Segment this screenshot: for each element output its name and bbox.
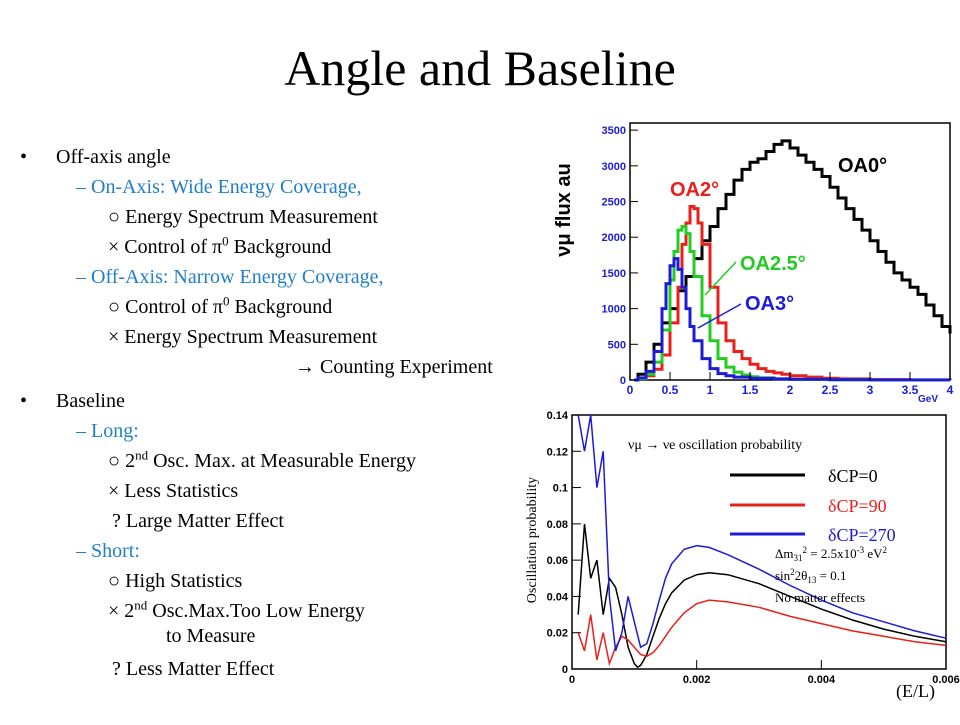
dash: –	[76, 266, 91, 288]
flux-chart: 0 500 1000 1500 2000 2500 3000 3500 0 0.5 1 1.5 2 2.5…	[550, 110, 960, 410]
osc-y-tick-label: 0.06	[547, 555, 568, 567]
onaxis-item-1: ○ Energy Spectrum Measurement	[108, 206, 378, 228]
osc-y-tick-label: 0.08	[547, 519, 568, 531]
legend-cp0: δCP=0	[828, 466, 878, 486]
sub-short: – Short:	[76, 539, 140, 563]
osc-legend-title: νμ → νe oscillation probability	[628, 438, 802, 453]
short-item-1: ○ High Statistics	[108, 570, 243, 592]
flux-y-tick-label: 500	[608, 339, 626, 351]
flux-chart-svg: 0 500 1000 1500 2000 2500 3000 3500 0 0.5 1 1.5 2 2.5…	[553, 122, 954, 405]
flux-y-tick-label: 3000	[602, 161, 626, 173]
sub-onaxis-label: On-Axis: Wide Energy Coverage,	[91, 176, 362, 198]
sub-short-label: Short:	[91, 540, 140, 562]
osc-series-line	[577, 414, 947, 652]
bullet-baseline: • Baseline	[20, 389, 125, 413]
osc-x-axis-label: (E/L)	[896, 681, 935, 702]
flux-x-tick-label: 0	[627, 383, 634, 397]
slide-title: Angle and Baseline	[284, 40, 676, 96]
legend-oa25: OA2.5°	[740, 253, 806, 275]
osc-chart-svg: 0 0.02 0.04 0.06 0.08 0.1 0.12 0.14 0 0.002 0.004 0…	[525, 410, 960, 702]
legend-oa2: OA2°	[670, 179, 719, 201]
flux-series-line	[634, 257, 952, 382]
sub-offaxis-label: Off-Axis: Narrow Energy Coverage,	[91, 266, 384, 288]
osc-x-tick-label: 0.002	[683, 674, 711, 686]
oa3-pointer	[697, 303, 742, 329]
osc-y-tick-label: 0.14	[547, 410, 569, 422]
flux-x-axis-label: GeV	[918, 394, 938, 405]
bullet-baseline-label: Baseline	[56, 390, 125, 412]
flux-y-tick-label: 2000	[602, 232, 626, 244]
flux-series-line	[634, 205, 950, 382]
flux-x-tick-label: 3.5	[902, 383, 919, 397]
flux-y-tick-label: 2500	[602, 197, 626, 209]
dash: –	[76, 420, 91, 442]
sub-offaxis: – Off-Axis: Narrow Energy Coverage,	[76, 265, 384, 289]
osc-x-tick-label: 0	[569, 674, 575, 686]
short-item-3: ? Less Matter Effect	[112, 658, 275, 680]
osc-y-tick-label: 0.02	[547, 628, 568, 640]
osc-series-line	[577, 523, 947, 669]
dash: –	[76, 540, 91, 562]
long-item-2: × Less Statistics	[108, 480, 239, 502]
bullet-dot: •	[20, 390, 28, 412]
bullet-offaxis: • Off-axis angle	[20, 145, 171, 169]
osc-param-2: sin22θ13 = 0.1	[775, 567, 847, 585]
flux-y-tick-label: 0	[620, 375, 626, 387]
bullet-offaxis-label: Off-axis angle	[56, 146, 171, 168]
offaxis-item-2: × Energy Spectrum Measurement	[108, 326, 378, 348]
legend-cp90: δCP=90	[828, 496, 887, 516]
osc-x-tick-label: 0.004	[808, 674, 836, 686]
flux-y-axis-label: νμ flux au	[553, 163, 575, 256]
flux-x-tick-label: 4	[947, 383, 954, 397]
legend-cp270: δCP=270	[828, 525, 896, 545]
long-item-3: ? Large Matter Effect	[112, 510, 284, 532]
sub-long-label: Long:	[91, 420, 139, 442]
oa25-pointer	[704, 261, 737, 296]
legend-oa3: OA3°	[745, 293, 794, 315]
offaxis-item-1: ○ Control of π0 Background	[108, 293, 333, 318]
osc-chart: 0 0.02 0.04 0.06 0.08 0.1 0.12 0.14 0 0.002 0.004 0…	[510, 405, 960, 720]
osc-x-tick-label: 0.006	[932, 674, 960, 686]
flux-x-tick-label: 1	[707, 383, 714, 397]
flux-x-tick-label: 3	[867, 383, 874, 397]
sub-long: – Long:	[76, 419, 139, 443]
long-item-1: ○ 2nd Osc. Max. at Measurable Energy	[108, 447, 416, 472]
bullet-dot: •	[20, 146, 28, 168]
offaxis-item-3: → Counting Experiment	[295, 356, 493, 378]
osc-y-tick-label: 0.04	[547, 591, 569, 603]
flux-y-tick-label: 1000	[602, 304, 626, 316]
flux-x-tick-label: 1.5	[742, 383, 759, 397]
sub-onaxis: – On-Axis: Wide Energy Coverage,	[76, 175, 362, 199]
osc-param-3: No matter effects	[775, 590, 865, 605]
osc-y-tick-label: 0	[562, 664, 568, 676]
legend-oa0: OA0°	[838, 155, 887, 177]
flux-y-tick-label: 1500	[602, 268, 626, 280]
osc-y-axis-label: Oscillation probability	[525, 477, 540, 603]
osc-plot-frame	[571, 414, 947, 670]
osc-y-tick-label: 0.1	[553, 483, 568, 495]
osc-series-line	[577, 599, 947, 667]
osc-param-1: Δm312 = 2.5x10-3 eV2	[775, 545, 887, 563]
flux-x-tick-label: 2.5	[822, 383, 839, 397]
short-item-2: × 2nd Osc.Max.Too Low Energy	[108, 597, 365, 622]
short-item-2-cont: to Measure	[166, 625, 256, 647]
onaxis-item-2: × Control of π0 Background	[108, 233, 332, 258]
flux-y-tick-label: 3500	[602, 125, 626, 137]
osc-y-tick-label: 0.12	[547, 446, 568, 458]
flux-x-tick-label: 2	[787, 383, 794, 397]
flux-x-tick-label: 0.5	[662, 383, 679, 397]
dash: –	[76, 176, 91, 198]
